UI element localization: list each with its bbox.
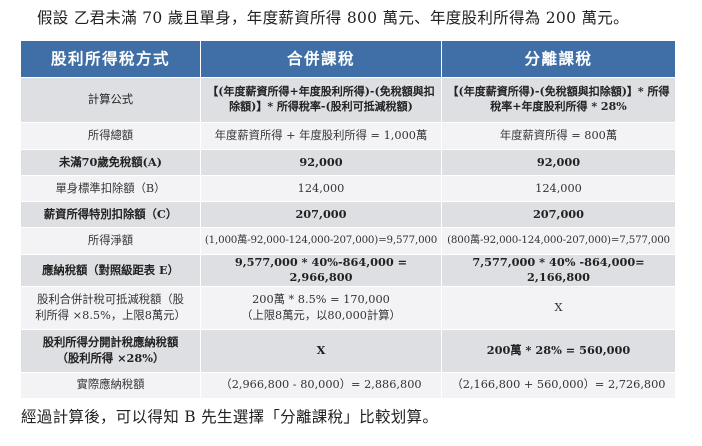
combined-cell: 207,000 [200,201,442,228]
row-label-line: （股利所得 ×28%） [56,350,165,365]
combined-cell: （2,966,800 - 80,000）= 2,886,800 [200,371,442,399]
row-label: 薪資所得特別扣除額（C） [20,201,201,228]
row-label: 單身標準扣除額（B） [20,175,201,202]
separate-cell: 200萬 * 28% = 560,000 [441,328,676,373]
separate-cell: 207,000 [441,201,676,228]
separate-formula: 【(年度薪資所得)-(免稅額與扣除額)】* 所得稅率+年度股利所得 * 28% [441,77,676,123]
row-label: 實際應納稅額 [20,371,201,399]
separate-cell: 年度薪資所得 = 800萬 [441,122,676,150]
intro-text: 假設 乙君未滿 70 歲且單身，年度薪資所得 800 萬元、年度股利所得為 20… [37,9,629,27]
table-row: 未滿70歲免稅額(A) 92,000 92,000 [20,149,676,176]
combined-line: （上限8萬元，以80,000計算） [241,308,401,322]
row-label: 股利合併計稅可抵減稅額（股 利所得 ×8.5%，上限8萬元） [20,285,201,330]
table-row: 實際應納稅額 （2,966,800 - 80,000）= 2,886,800 （… [20,371,676,399]
row-label: 所得淨額 [20,227,201,255]
header-combined: 合併課稅 [200,40,442,78]
table-row: 股利所得分開計稅應納稅額 （股利所得 ×28%） X 200萬 * 28% = … [20,328,676,373]
combined-cell: X [200,328,442,373]
row-label: 股利所得分開計稅應納稅額 （股利所得 ×28%） [20,328,201,373]
row-label-line: 股利所得分開計稅應納稅額 [42,335,179,350]
table-row-formula: 計算公式 【(年度薪資所得+年度股利所得)-(免稅額與扣除額)】* 所得稅率-(… [20,77,676,123]
separate-cell: 92,000 [441,149,676,176]
separate-cell: X [441,285,676,330]
table-row: 應納稅額（對照級距表 E） 9,577,000 * 40%-864,000 = … [20,254,676,287]
combined-formula: 【(年度薪資所得+年度股利所得)-(免稅額與扣除額)】* 所得稅率-(股利可抵減… [200,77,442,123]
separate-cell: （2,166,800 + 560,000）= 2,726,800 [441,371,676,399]
header-separate: 分離課稅 [441,40,676,78]
combined-cell: 200萬 * 8.5% = 170,000 （上限8萬元，以80,000計算） [200,285,442,330]
table-header-row: 股利所得稅方式 合併課稅 分離課稅 [20,40,676,78]
header-method: 股利所得稅方式 [20,40,201,78]
table-row: 所得淨額 (1,000萬-92,000-124,000-207,000)=9,5… [20,227,676,255]
tax-comparison-table: 股利所得稅方式 合併課稅 分離課稅 計算公式 【(年度薪資所得+年度股利所得)-… [20,40,676,399]
table-row: 股利合併計稅可抵減稅額（股 利所得 ×8.5%，上限8萬元） 200萬 * 8.… [20,285,676,330]
separate-cell: 124,000 [441,175,676,202]
row-label: 計算公式 [20,77,201,123]
table-row: 所得總額 年度薪資所得 + 年度股利所得 = 1,000萬 年度薪資所得 = 8… [20,122,676,150]
separate-cell: 7,577,000 * 40% -864,000= 2,166,800 [441,254,676,287]
row-label-line: 利所得 ×8.5%，上限8萬元） [35,308,186,322]
combined-cell: 9,577,000 * 40%-864,000 = 2,966,800 [200,254,442,287]
combined-cell: (1,000萬-92,000-124,000-207,000)=9,577,00… [200,227,442,255]
combined-cell: 124,000 [200,175,442,202]
row-label: 未滿70歲免稅額(A) [20,149,201,176]
table-row: 單身標準扣除額（B） 124,000 124,000 [20,175,676,202]
separate-cell: (800萬-92,000-124,000-207,000)=7,577,000 [441,227,676,255]
row-label-line: 股利合併計稅可抵減稅額（股 [37,293,184,307]
conclusion-text: 經過計算後，可以得知 B 先生選擇「分離課稅」比較划算。 [21,408,439,426]
combined-cell: 92,000 [200,149,442,176]
row-label: 所得總額 [20,122,201,150]
row-label: 應納稅額（對照級距表 E） [20,254,201,287]
combined-line: 200萬 * 8.5% = 170,000 [252,293,390,307]
table-row: 薪資所得特別扣除額（C） 207,000 207,000 [20,201,676,228]
combined-cell: 年度薪資所得 + 年度股利所得 = 1,000萬 [200,122,442,150]
